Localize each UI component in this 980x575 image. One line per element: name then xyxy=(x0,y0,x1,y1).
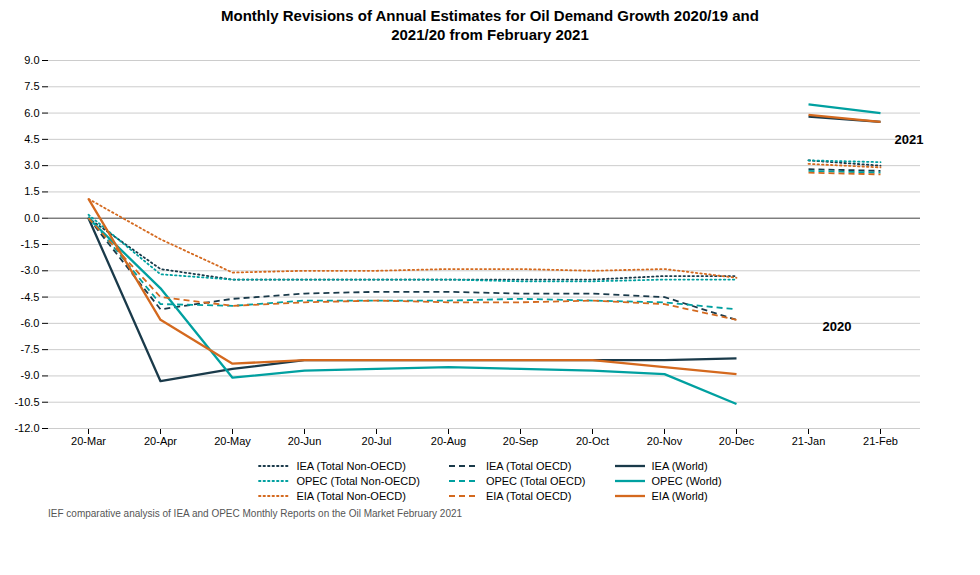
svg-text:20-May: 20-May xyxy=(214,435,251,447)
svg-text:20-Mar: 20-Mar xyxy=(71,435,106,447)
html-text:IEA (Total OECD): IEA (Total OECD) xyxy=(485,460,572,472)
svg-text:-1.5: -1.5 xyxy=(21,238,40,250)
html-text:IEA (World): IEA (World) xyxy=(651,460,708,472)
svg-text:21-Feb: 21-Feb xyxy=(863,435,898,447)
svg-text:20-Aug: 20-Aug xyxy=(431,435,466,447)
svg-text:20-Apr: 20-Apr xyxy=(144,435,177,447)
svg-text:4.5: 4.5 xyxy=(24,133,39,145)
html-text:EIA (Total Non-OECD): EIA (Total Non-OECD) xyxy=(296,490,406,502)
svg-text:-3.0: -3.0 xyxy=(21,264,40,276)
svg-text:-7.5: -7.5 xyxy=(21,343,40,355)
html-text:IEA (Total Non-OECD): IEA (Total Non-OECD) xyxy=(296,460,406,472)
html-text:OPEC (Total OECD): OPEC (Total OECD) xyxy=(485,475,586,487)
svg-text:-12.0: -12.0 xyxy=(14,422,39,434)
svg-text:-4.5: -4.5 xyxy=(21,291,40,303)
svg-text:20-Oct: 20-Oct xyxy=(576,435,609,447)
html-text:IEF comparative analysis of IE: IEF comparative analysis of IEA and OPEC… xyxy=(48,508,463,519)
svg-text:1.5: 1.5 xyxy=(24,185,39,197)
svg-text:0.0: 0.0 xyxy=(24,212,39,224)
svg-text:20-Nov: 20-Nov xyxy=(647,435,683,447)
svg-text:3.0: 3.0 xyxy=(24,159,39,171)
html-text:OPEC (Total Non-OECD): OPEC (Total Non-OECD) xyxy=(296,475,420,487)
svg-text:7.5: 7.5 xyxy=(24,80,39,92)
svg-text:20-Jul: 20-Jul xyxy=(362,435,392,447)
svg-text:20-Sep: 20-Sep xyxy=(503,435,538,447)
html-text:OPEC (World): OPEC (World) xyxy=(651,475,722,487)
svg-text:20-Dec: 20-Dec xyxy=(719,435,755,447)
html-text:EIA (World): EIA (World) xyxy=(651,490,708,502)
svg-text:20-Jun: 20-Jun xyxy=(288,435,322,447)
html-text:EIA (Total OECD): EIA (Total OECD) xyxy=(485,490,572,502)
svg-text:21-Jan: 21-Jan xyxy=(792,435,826,447)
svg-text:-10.5: -10.5 xyxy=(14,396,39,408)
svg-text:9.0: 9.0 xyxy=(24,54,39,66)
svg-text:-6.0: -6.0 xyxy=(21,317,40,329)
svg-text:6.0: 6.0 xyxy=(24,107,39,119)
svg-text:2020: 2020 xyxy=(823,319,852,334)
html-text:Monthly Revisions of Annual Es: Monthly Revisions of Annual Estimates fo… xyxy=(221,7,759,43)
svg-text:-9.0: -9.0 xyxy=(21,369,40,381)
svg-text:2021: 2021 xyxy=(895,132,924,147)
